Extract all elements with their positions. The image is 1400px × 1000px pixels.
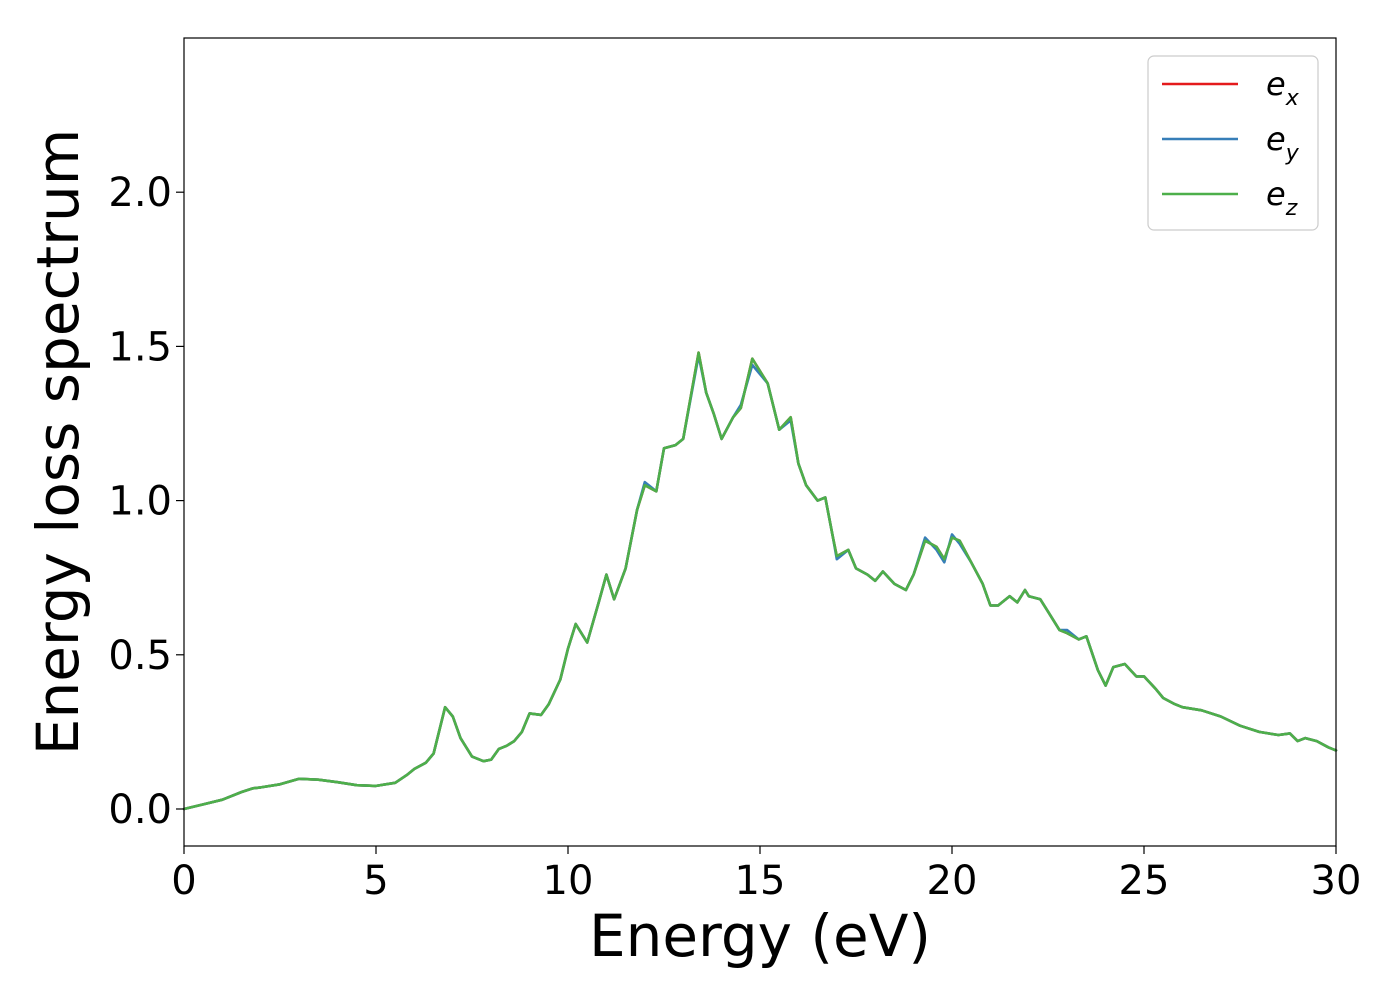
legend-label: ez bbox=[1266, 175, 1298, 221]
legend: ex ey ez bbox=[1147, 55, 1319, 231]
x-tick-label: 10 bbox=[543, 858, 594, 904]
y-axis-label: Energy loss spectrum bbox=[24, 129, 92, 755]
series-line-ez bbox=[182, 351, 1338, 811]
legend-label: ex bbox=[1266, 65, 1300, 111]
legend-box bbox=[1147, 55, 1319, 231]
x-tick-label: 0 bbox=[171, 858, 196, 904]
x-axis-label: Energy (eV) bbox=[589, 902, 931, 970]
x-tick-label: 15 bbox=[735, 858, 786, 904]
x-tick-label: 20 bbox=[927, 858, 978, 904]
plot-area bbox=[184, 38, 1336, 846]
legend-label: ey bbox=[1266, 120, 1300, 166]
y-tick-label: 1.5 bbox=[108, 324, 172, 370]
x-tick-label: 30 bbox=[1311, 858, 1362, 904]
y-tick-label: 2.0 bbox=[108, 170, 172, 216]
y-tick-label: 1.0 bbox=[108, 479, 172, 525]
x-axis-ticks: 0 5 10 15 20 25 30 bbox=[171, 846, 1361, 904]
x-tick-label: 25 bbox=[1119, 858, 1170, 904]
y-tick-label: 0.5 bbox=[108, 633, 172, 679]
series-layer bbox=[182, 351, 1338, 811]
y-axis-ticks: 0.0 0.5 1.0 1.5 2.0 bbox=[108, 170, 184, 833]
x-tick-label: 5 bbox=[363, 858, 388, 904]
y-tick-label: 0.0 bbox=[108, 787, 172, 833]
